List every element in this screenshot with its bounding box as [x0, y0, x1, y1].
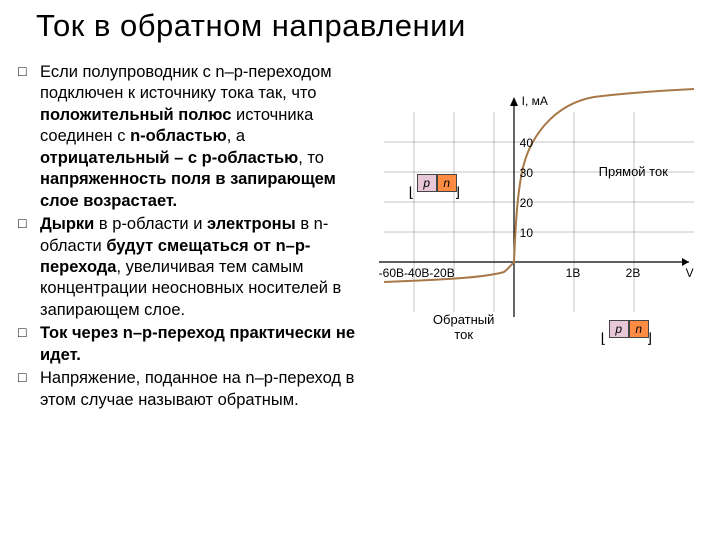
slide-title: Ток в обратном направлении: [36, 8, 702, 44]
text-column: Если полупроводник с n–p-переходом подкл…: [18, 62, 374, 442]
bullet-item-1: Дырки в p-области и электроны в n-област…: [18, 214, 374, 321]
y-axis-label: I, мА: [522, 94, 548, 108]
x-neg-ticks: -60В-40В-20В: [379, 266, 455, 280]
x-axis-label: V: [686, 266, 694, 280]
forward-current-label: Прямой ток: [599, 164, 668, 179]
bullet-item-2: Ток через n–p-переход практически не иде…: [18, 323, 374, 366]
diode-forward: pn⌊⌋: [417, 174, 457, 192]
bullet-list: Если полупроводник с n–p-переходом подкл…: [18, 62, 374, 411]
y-tick-40: 40: [520, 136, 533, 150]
y-tick-10: 10: [520, 226, 533, 240]
chart-column: I, мА 10 20 30 40 -60В-40В-20В 1В 2В V Прямой ток…: [374, 62, 702, 442]
content-row: Если полупроводник с n–p-переходом подкл…: [18, 62, 702, 442]
iv-chart: I, мА 10 20 30 40 -60В-40В-20В 1В 2В V Прямой ток…: [374, 62, 702, 442]
x-tick-2: 2В: [626, 266, 641, 280]
y-tick-20: 20: [520, 196, 533, 210]
y-tick-30: 30: [520, 166, 533, 180]
x-tick-1: 1В: [566, 266, 581, 280]
bullet-item-3: Напряжение, поданное на n–p-переход в эт…: [18, 368, 374, 411]
bullet-item-0: Если полупроводник с n–p-переходом подкл…: [18, 62, 374, 212]
diode-reverse: pn⌊⌋: [609, 320, 649, 338]
reverse-current-label: Обратный ток: [429, 312, 499, 342]
